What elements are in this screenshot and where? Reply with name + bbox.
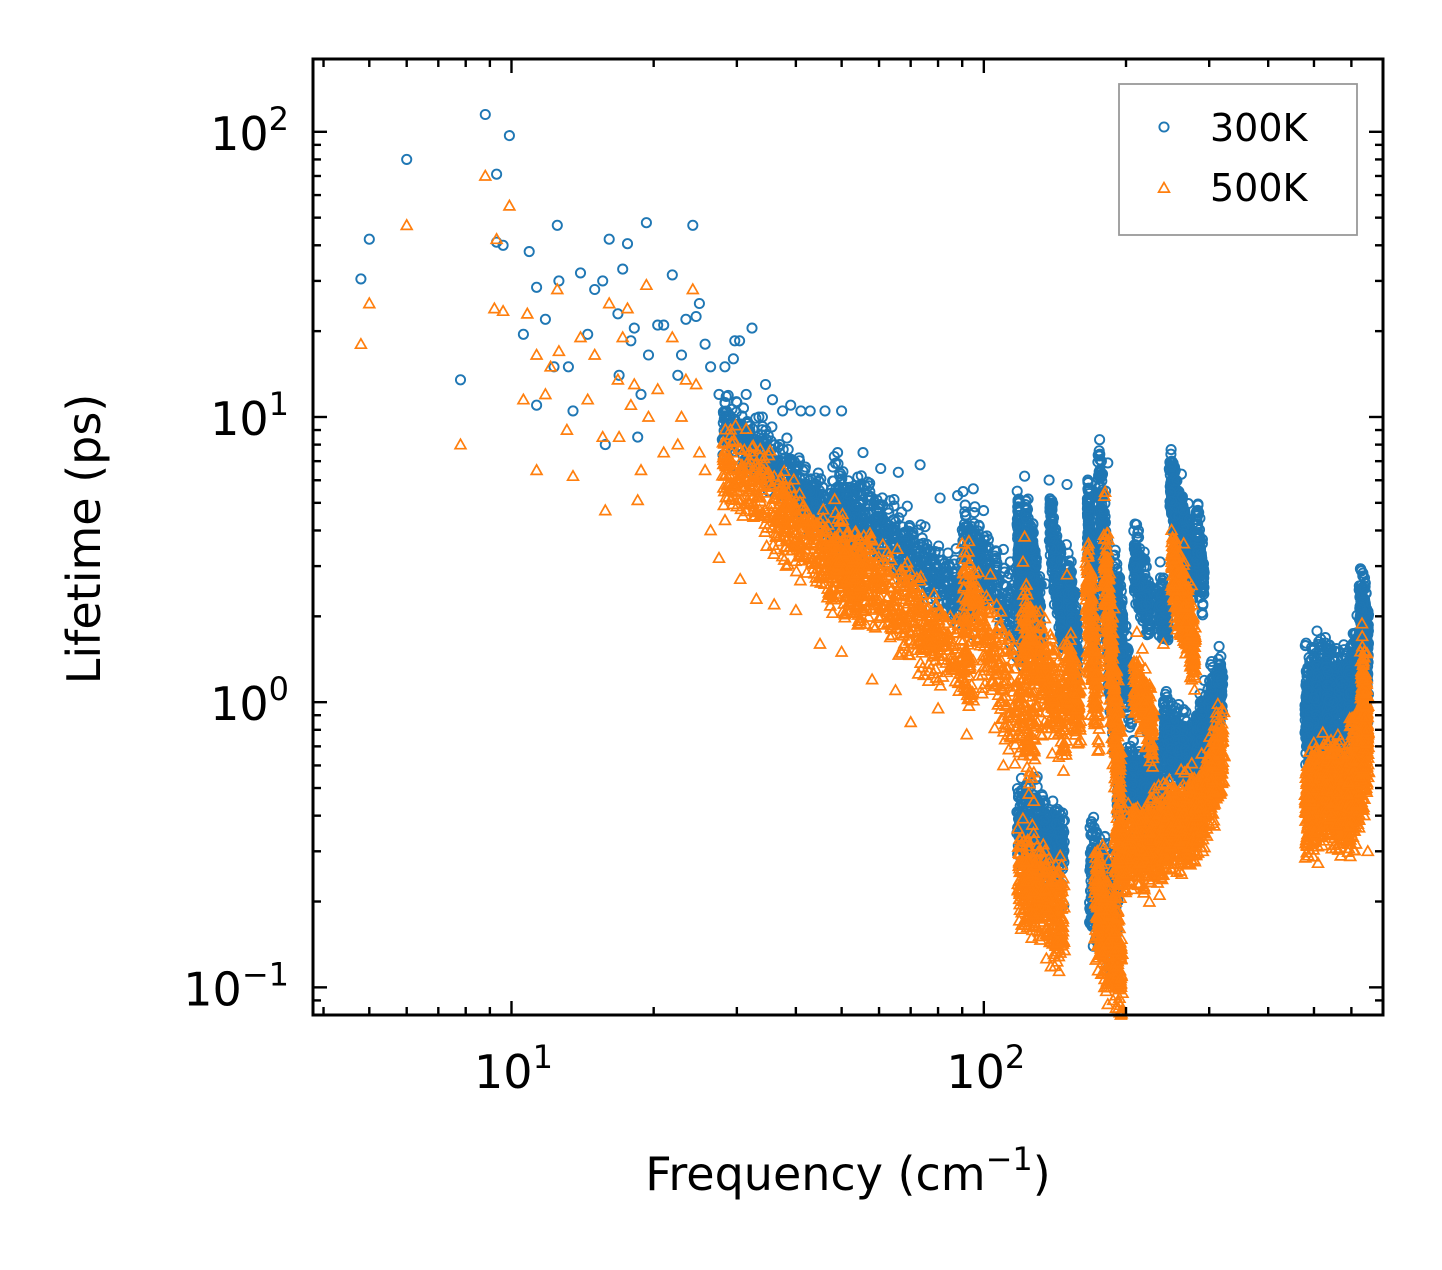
data-point-300K-band0-492 [798, 473, 810, 485]
data-point-300K-band0-507 [804, 485, 816, 497]
data-point-300K-band2-148 [969, 501, 981, 513]
data-point-300K-band0-424 [812, 467, 824, 479]
data-point-300K-band11-12 [1154, 556, 1166, 568]
data-layer [354, 108, 1376, 1020]
data-point-300K-band0-289 [766, 421, 778, 433]
data-point-300K-band8-261 [1094, 434, 1106, 446]
data-point-300K-band0-215 [756, 411, 768, 423]
data-point-300K-band0-529 [757, 433, 769, 445]
data-point-300K-band0-485 [785, 453, 797, 465]
data-point-300K-band0-489 [813, 475, 825, 487]
data-point-300K-band0-537 [742, 424, 755, 436]
data-point-300K-band0-502 [731, 396, 743, 408]
data-point-300K-band0-436 [781, 432, 793, 444]
series-300K [355, 108, 1375, 983]
data-point-300K-band0-137 [720, 390, 732, 403]
data-point-300K-band5-200 [1043, 474, 1055, 486]
data-point-300K-band0-512 [793, 452, 805, 464]
data-point-300K-band0-523 [719, 397, 731, 409]
